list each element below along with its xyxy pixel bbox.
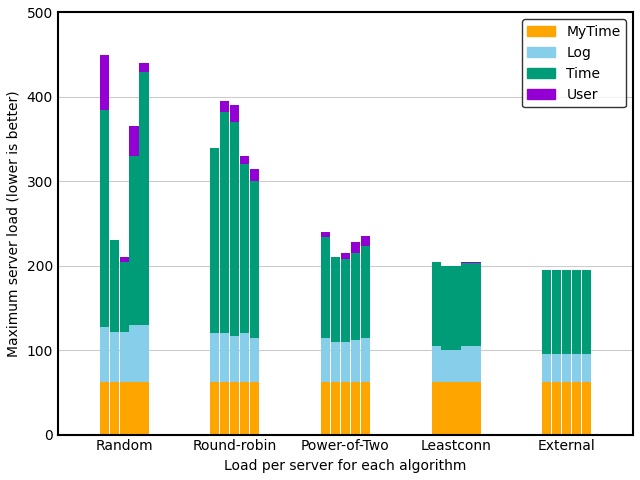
- Bar: [250, 181, 259, 337]
- Bar: [211, 147, 220, 333]
- Bar: [109, 382, 119, 434]
- Bar: [129, 382, 139, 434]
- Bar: [120, 262, 129, 332]
- Bar: [582, 270, 591, 354]
- Bar: [361, 382, 370, 434]
- Bar: [250, 168, 259, 181]
- Bar: [451, 350, 461, 382]
- Bar: [129, 156, 139, 325]
- Bar: [240, 333, 250, 382]
- Bar: [451, 266, 461, 350]
- Bar: [220, 333, 229, 382]
- Bar: [140, 72, 148, 325]
- Y-axis label: Maximum server load (lower is better): Maximum server load (lower is better): [7, 90, 21, 357]
- Bar: [572, 382, 581, 434]
- Bar: [461, 262, 470, 263]
- Bar: [100, 382, 109, 434]
- Bar: [351, 253, 360, 340]
- Bar: [552, 270, 561, 354]
- Bar: [542, 382, 551, 434]
- Bar: [582, 382, 591, 434]
- Bar: [542, 270, 551, 354]
- Bar: [240, 156, 250, 165]
- Bar: [321, 338, 330, 382]
- Bar: [472, 263, 481, 346]
- Bar: [431, 346, 441, 382]
- Bar: [461, 346, 470, 382]
- Bar: [230, 382, 239, 434]
- Bar: [552, 382, 561, 434]
- Bar: [552, 354, 561, 382]
- Bar: [461, 382, 470, 434]
- Bar: [572, 354, 581, 382]
- Bar: [331, 382, 340, 434]
- Legend: MyTime, Log, Time, User: MyTime, Log, Time, User: [522, 19, 626, 108]
- Bar: [120, 332, 129, 382]
- Bar: [120, 382, 129, 434]
- Bar: [140, 325, 148, 382]
- Bar: [572, 270, 581, 354]
- Bar: [442, 266, 451, 350]
- Bar: [341, 253, 350, 259]
- Bar: [442, 350, 451, 382]
- Bar: [442, 382, 451, 434]
- Bar: [100, 109, 109, 327]
- Bar: [351, 382, 360, 434]
- Bar: [341, 382, 350, 434]
- Bar: [250, 337, 259, 382]
- Bar: [220, 112, 229, 333]
- Bar: [109, 332, 119, 382]
- Bar: [472, 262, 481, 263]
- Bar: [250, 382, 259, 434]
- Bar: [230, 105, 239, 122]
- Bar: [109, 240, 119, 332]
- Bar: [461, 263, 470, 346]
- Bar: [331, 257, 340, 342]
- Bar: [582, 354, 591, 382]
- Bar: [230, 336, 239, 382]
- X-axis label: Load per server for each algorithm: Load per server for each algorithm: [224, 459, 467, 473]
- Bar: [562, 354, 572, 382]
- Bar: [542, 354, 551, 382]
- Bar: [431, 262, 441, 346]
- Bar: [351, 340, 360, 382]
- Bar: [472, 382, 481, 434]
- Bar: [129, 126, 139, 156]
- Bar: [451, 382, 461, 434]
- Bar: [321, 232, 330, 237]
- Bar: [341, 259, 350, 342]
- Bar: [240, 382, 250, 434]
- Bar: [351, 242, 360, 253]
- Bar: [341, 342, 350, 382]
- Bar: [211, 333, 220, 382]
- Bar: [140, 382, 148, 434]
- Bar: [211, 382, 220, 434]
- Bar: [120, 257, 129, 262]
- Bar: [361, 337, 370, 382]
- Bar: [240, 165, 250, 333]
- Bar: [129, 325, 139, 382]
- Bar: [321, 237, 330, 338]
- Bar: [472, 346, 481, 382]
- Bar: [230, 122, 239, 336]
- Bar: [431, 382, 441, 434]
- Bar: [361, 236, 370, 246]
- Bar: [140, 63, 148, 72]
- Bar: [220, 382, 229, 434]
- Bar: [100, 55, 109, 109]
- Bar: [361, 246, 370, 337]
- Bar: [331, 342, 340, 382]
- Bar: [220, 101, 229, 112]
- Bar: [100, 327, 109, 382]
- Bar: [321, 382, 330, 434]
- Bar: [562, 382, 572, 434]
- Bar: [562, 270, 572, 354]
